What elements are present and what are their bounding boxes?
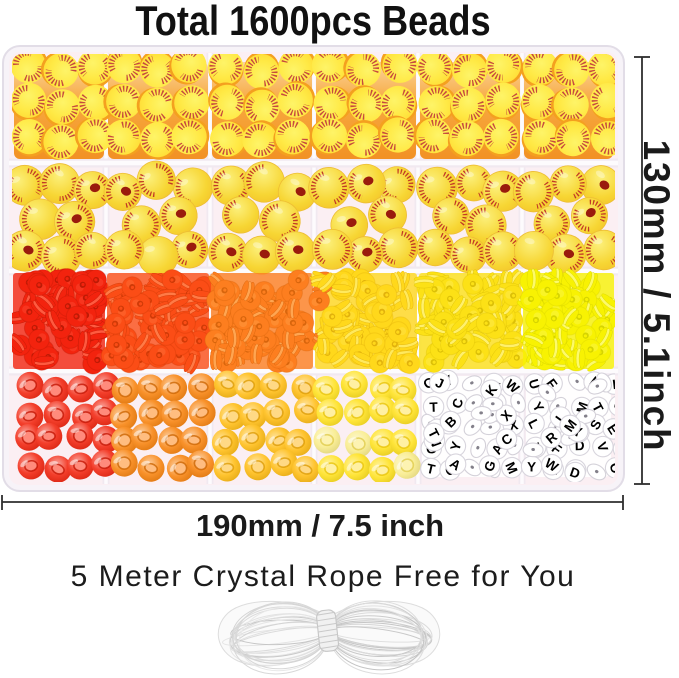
svg-text:T: T [429, 400, 439, 415]
svg-text:Y: Y [527, 459, 536, 474]
svg-text:Total 1600pcs Beads: Total 1600pcs Beads [135, 0, 490, 45]
svg-text:190mm / 7.5 inch: 190mm / 7.5 inch [196, 508, 444, 543]
svg-text:5 Meter Crystal Rope Free for: 5 Meter Crystal Rope Free for You [71, 560, 576, 593]
svg-text:130mm / 5.1inch: 130mm / 5.1inch [636, 140, 677, 453]
